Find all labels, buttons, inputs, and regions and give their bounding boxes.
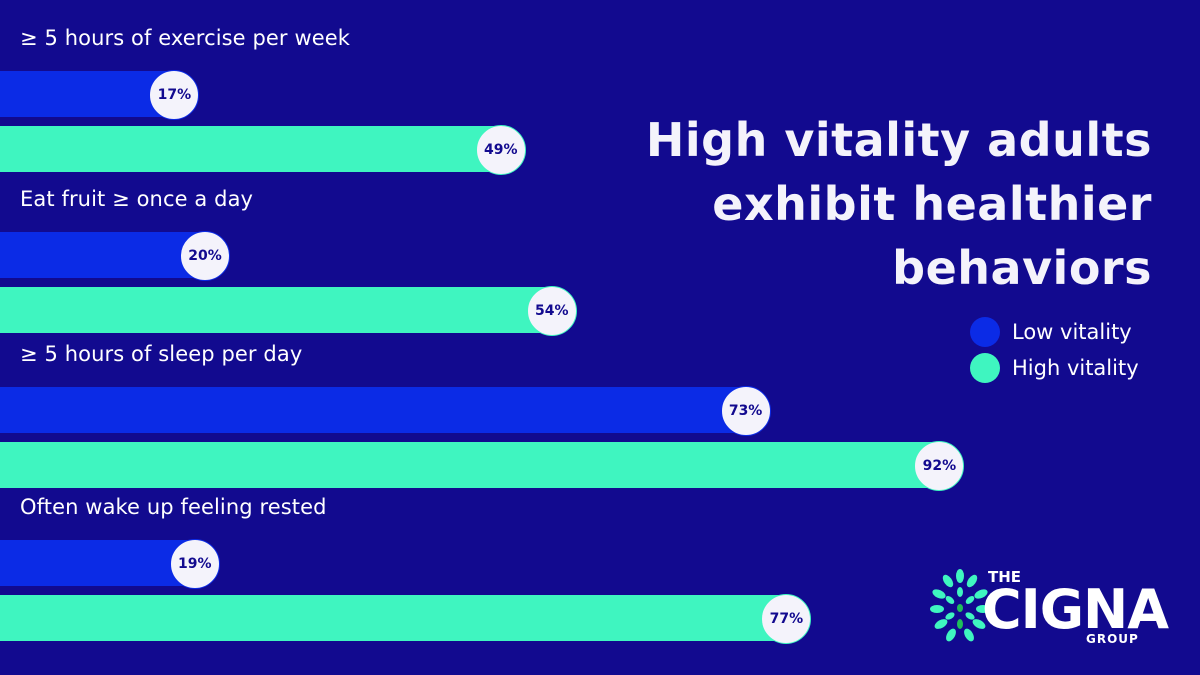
title-line-3: behaviors — [892, 241, 1152, 295]
legend-item-low: Low vitality — [970, 316, 1132, 348]
data-label-high: 92% — [914, 441, 965, 491]
data-label-low: 73% — [720, 386, 771, 436]
bar-low-vitality — [0, 71, 174, 117]
bar-high-vitality — [0, 287, 551, 333]
legend-swatch-low — [970, 317, 1000, 347]
data-label-low: 20% — [180, 231, 230, 281]
category-label: Often wake up feeling rested — [20, 495, 327, 519]
bar-high-vitality — [0, 442, 939, 488]
bar-low-vitality — [0, 232, 204, 278]
legend-item-high: High vitality — [970, 352, 1139, 384]
data-label-high: 54% — [526, 286, 577, 336]
bar-high-vitality — [0, 126, 500, 172]
data-label-low: 17% — [149, 70, 200, 120]
chart-title: High vitality adults exhibit healthier b… — [532, 108, 1152, 300]
bar-high-vitality — [0, 595, 786, 641]
leaf-cluster-icon — [930, 569, 990, 642]
legend-label-high: High vitality — [1012, 356, 1139, 380]
logo-the: THE — [988, 568, 1022, 586]
title-line-1: High vitality adults — [645, 113, 1152, 167]
category-label: ≥ 5 hours of sleep per day — [20, 342, 303, 366]
legend-swatch-high — [970, 353, 1000, 383]
title-line-2: exhibit healthier — [712, 177, 1152, 231]
bar-low-vitality — [0, 387, 745, 433]
logo-group: GROUP — [1086, 632, 1139, 646]
logo-wordmark: CIGNA — [982, 578, 1169, 641]
data-label-high: 49% — [475, 125, 526, 175]
bar-low-vitality — [0, 540, 194, 586]
data-label-low: 19% — [169, 539, 220, 589]
category-label: Eat fruit ≥ once a day — [20, 187, 254, 211]
category-label: ≥ 5 hours of exercise per week — [20, 26, 351, 50]
cigna-logo: THE CIGNA GROUP — [930, 566, 1169, 656]
data-label-high: 77% — [761, 594, 812, 644]
legend-label-low: Low vitality — [1012, 320, 1132, 344]
